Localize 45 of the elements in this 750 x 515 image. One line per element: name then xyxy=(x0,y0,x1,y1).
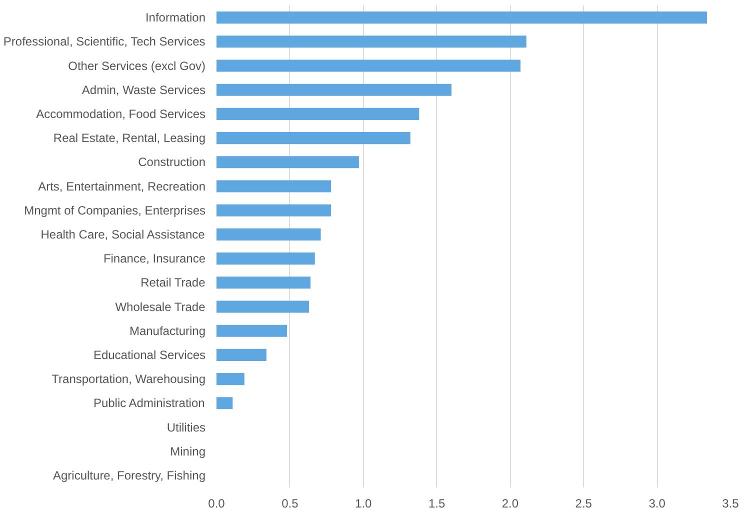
x-tick-label: 2.0 xyxy=(502,496,519,510)
bar xyxy=(216,228,321,240)
x-tick-label: 1.0 xyxy=(355,496,372,510)
bar xyxy=(216,36,526,48)
y-tick-label: Professional, Scientific, Tech Services xyxy=(3,34,206,49)
y-tick-label: Admin, Waste Services xyxy=(82,82,206,97)
y-tick-label: Utilities xyxy=(166,420,206,434)
bar xyxy=(216,156,359,168)
y-tick-label: Mining xyxy=(170,444,206,458)
y-tick-label: Arts, Entertainment, Recreation xyxy=(38,179,206,194)
bar xyxy=(216,84,452,96)
bar xyxy=(216,348,266,361)
y-tick-label: Finance, Insurance xyxy=(103,252,206,266)
y-tick-label: Mngmt of Companies, Enterprises xyxy=(24,203,206,218)
y-tick-label: Manufacturing xyxy=(129,324,206,338)
bar xyxy=(216,60,520,72)
bar xyxy=(216,324,287,337)
x-tick-label: 2.5 xyxy=(575,496,592,510)
y-tick-label: Transportation, Warehousing xyxy=(52,372,206,386)
y-tick-label: Other Services (excl Gov) xyxy=(68,58,206,73)
y-tick-label: Information xyxy=(145,10,206,25)
x-tick-label: 3.5 xyxy=(722,496,740,510)
y-tick-label: Accommodation, Food Services xyxy=(36,106,206,121)
y-tick-label: Agriculture, Forestry, Fishing xyxy=(53,468,206,482)
bar xyxy=(216,108,420,120)
bar xyxy=(216,132,410,144)
y-tick-label: Retail Trade xyxy=(140,276,206,290)
x-tick-label: 3.0 xyxy=(648,496,666,510)
bar xyxy=(216,397,233,410)
bar xyxy=(216,12,708,24)
y-tick-label: Public Administration xyxy=(93,396,205,410)
y-tick-label: Educational Services xyxy=(93,348,206,362)
x-tick-label: 0.0 xyxy=(208,496,226,510)
y-tick-label: Health Care, Social Assistance xyxy=(40,227,206,242)
x-tick-label: 1.5 xyxy=(428,496,446,510)
bar xyxy=(216,276,310,289)
bar xyxy=(216,300,310,313)
y-tick-label: Real Estate, Rental, Leasing xyxy=(53,131,206,146)
y-tick-label: Construction xyxy=(138,155,206,170)
bar xyxy=(216,252,315,265)
x-tick-label: 0.5 xyxy=(282,496,299,510)
bar xyxy=(216,180,332,192)
bar xyxy=(216,204,332,216)
y-tick-label: Wholesale Trade xyxy=(115,300,206,314)
bar xyxy=(216,373,244,386)
